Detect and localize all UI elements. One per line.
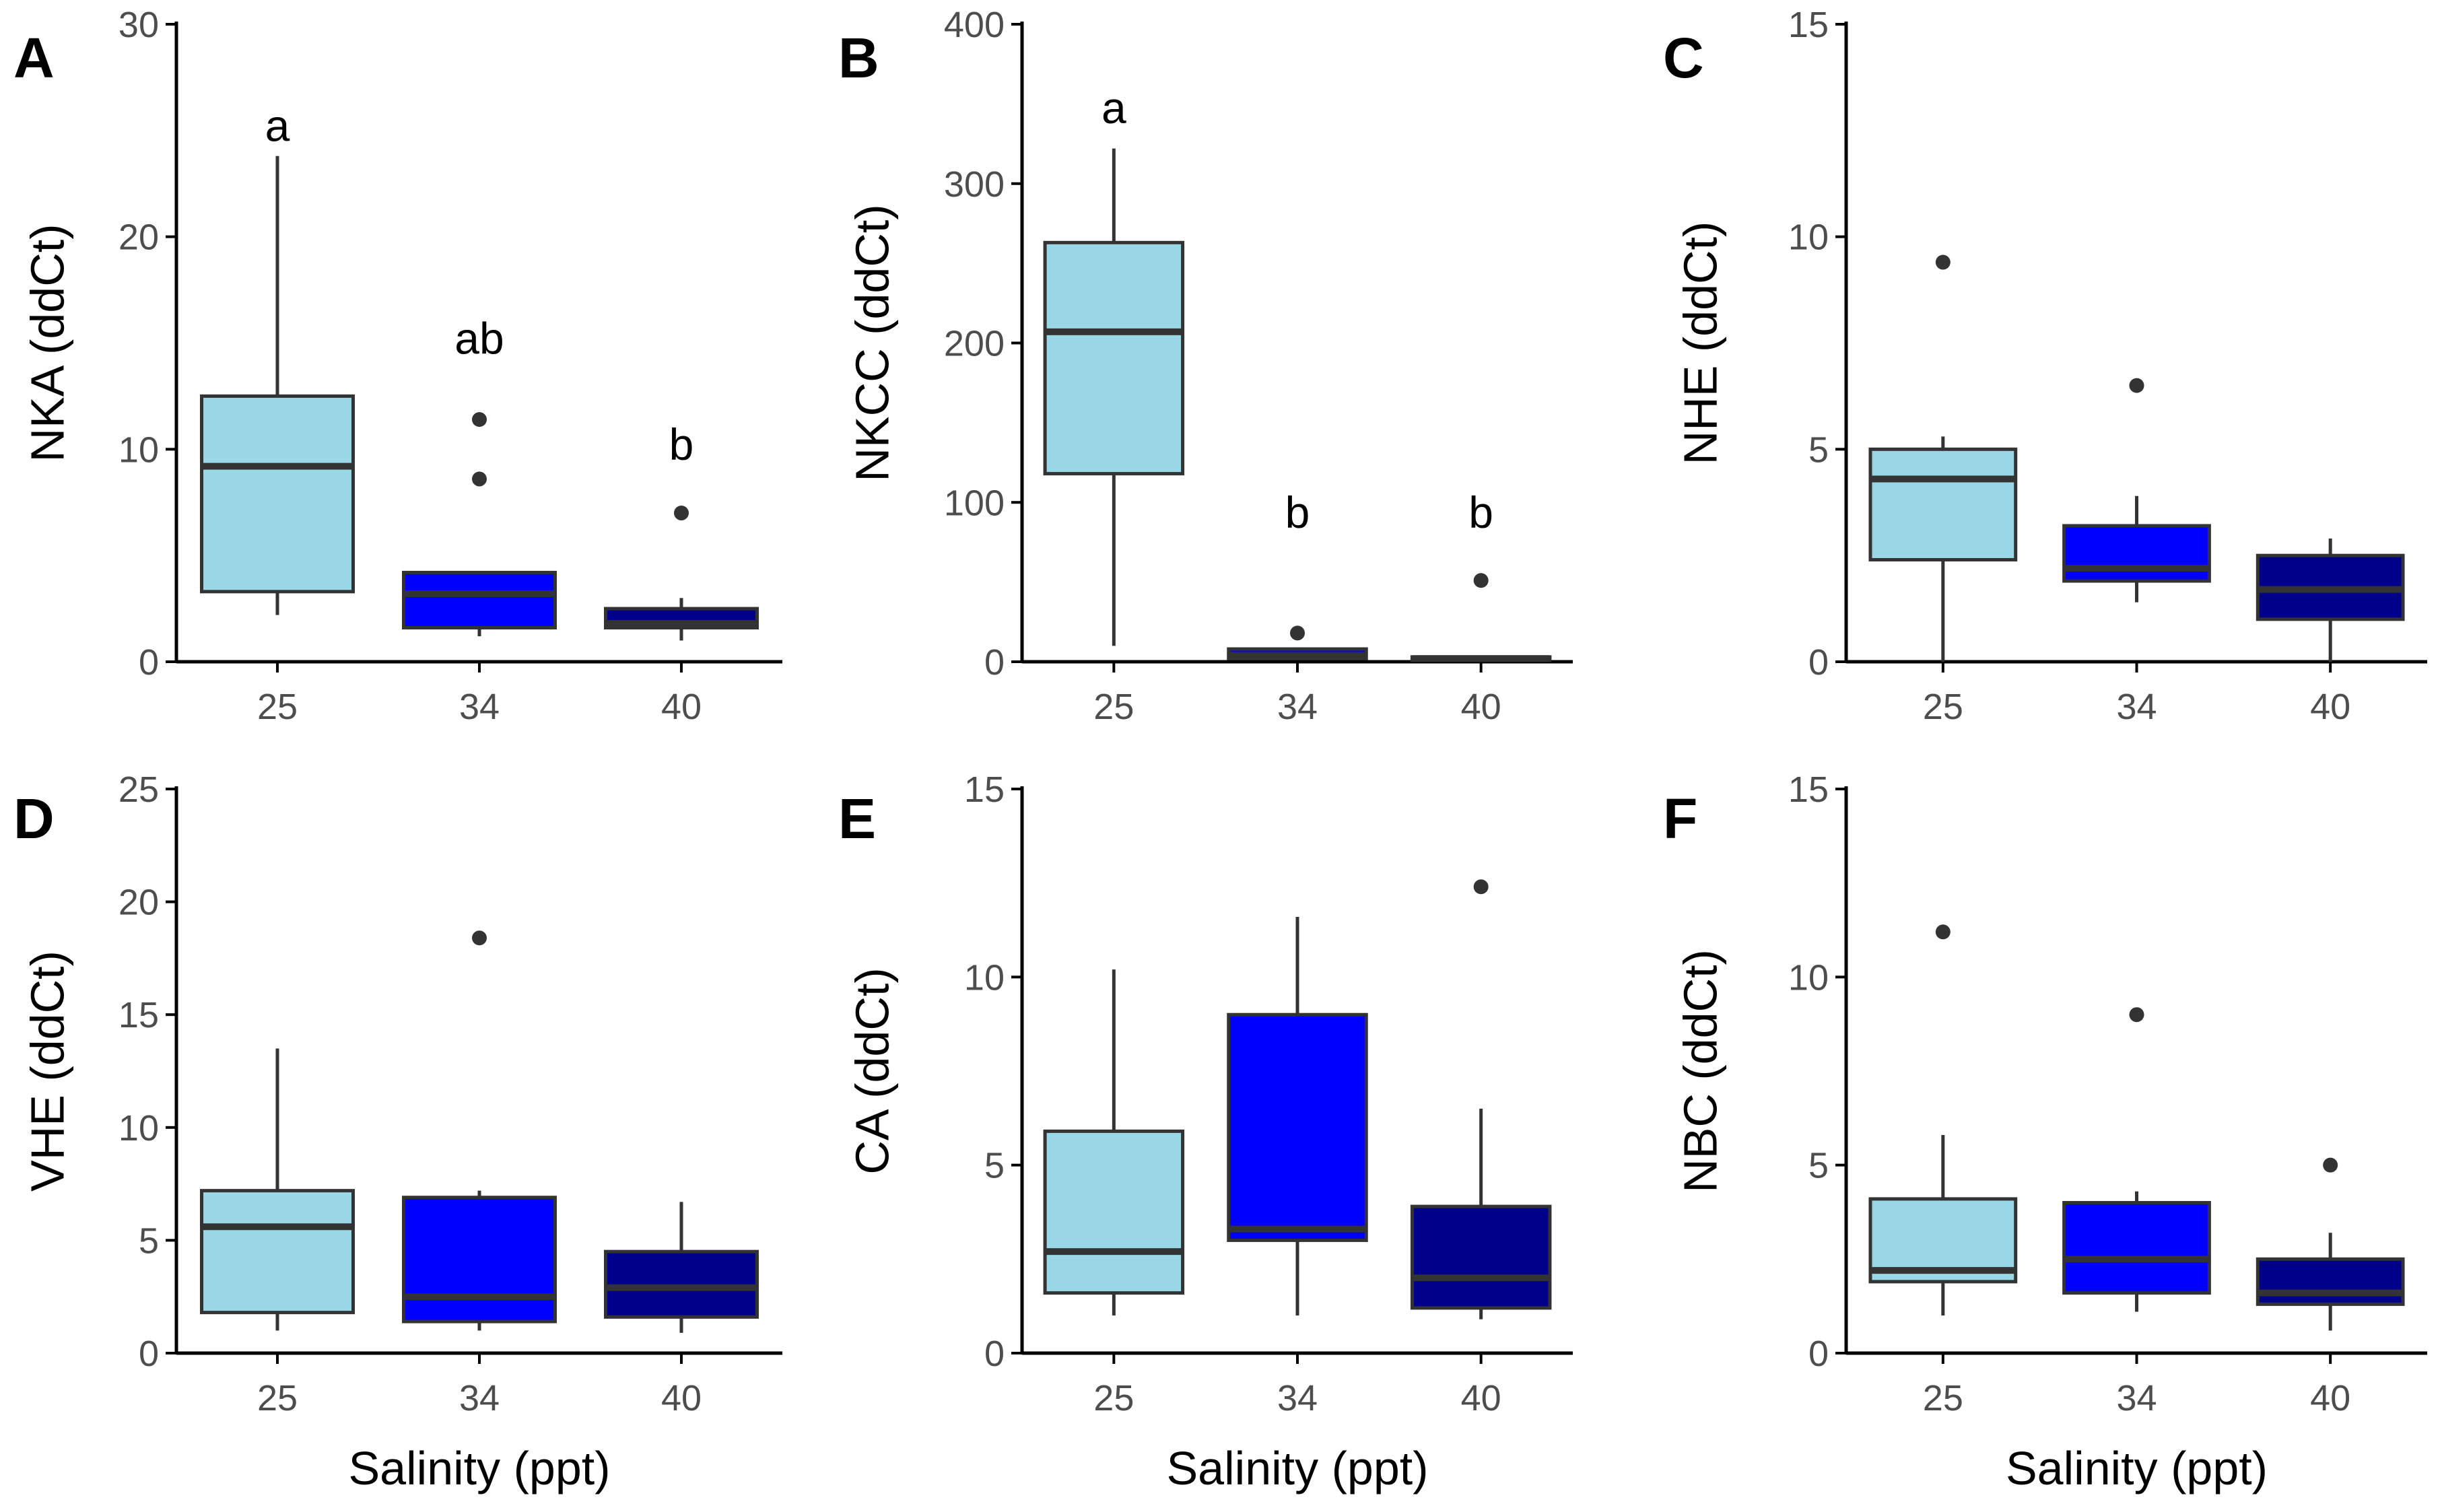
panel-b-outlier <box>1290 625 1305 641</box>
panel-b-significance-label: a <box>1102 83 1126 133</box>
panel-e-ytick-label: 10 <box>964 957 1005 998</box>
panel-c-ytick-label: 15 <box>1788 5 1829 45</box>
panel-a-letter: A <box>13 26 55 90</box>
panel-c-xtick-label: 34 <box>2116 687 2157 727</box>
panel-b-ytick-label: 0 <box>984 642 1005 683</box>
panel-f-ytick-label: 0 <box>1808 1334 1829 1374</box>
panel-c-ytick-label: 10 <box>1788 217 1829 258</box>
panel-a-ytick-label: 10 <box>118 429 159 470</box>
panel-a-outlier <box>472 471 487 487</box>
panel-d-y-axis-title: VHE (ddCt) <box>22 951 74 1192</box>
panel-a-outlier <box>472 412 487 427</box>
panel-e-x-axis-title: Salinity (ppt) <box>1166 1442 1428 1494</box>
panel-a-xtick-label: 40 <box>661 687 702 727</box>
panel-c-box <box>1868 447 2018 561</box>
panel-d-box <box>402 1196 557 1324</box>
panel-f-xtick-label: 40 <box>2310 1378 2350 1418</box>
panel-d-box <box>200 1189 355 1315</box>
panel-e-box <box>1043 1129 1185 1295</box>
panel-f-outlier <box>1935 924 1951 940</box>
panel-c-xtick-label: 40 <box>2310 687 2350 727</box>
panel-b-ytick-label: 200 <box>944 324 1005 364</box>
panel-f-letter: F <box>1663 787 1697 850</box>
panel-d-xtick-label: 25 <box>257 1378 298 1418</box>
panel-f-box <box>2256 1257 2405 1306</box>
panel-a-ytick-label: 20 <box>118 217 159 258</box>
panel-e-box <box>1227 1012 1368 1242</box>
panel-b-xtick-label: 25 <box>1093 687 1134 727</box>
panel-c-xtick-label: 25 <box>1923 687 1963 727</box>
panel-d-ytick-label: 15 <box>118 995 159 1035</box>
panel-c-ytick-label: 5 <box>1808 429 1829 470</box>
panel-d-ytick-label: 5 <box>139 1221 159 1261</box>
panel-b-ytick-label: 400 <box>944 5 1005 45</box>
panel-f-outlier <box>2129 1007 2144 1023</box>
panel-a-xtick-label: 34 <box>459 687 500 727</box>
panel-f-x-axis-title: Salinity (ppt) <box>2006 1442 2268 1494</box>
panel-d-ytick-label: 20 <box>118 883 159 923</box>
panel-e-y-axis-title: CA (ddCt) <box>846 967 899 1174</box>
panel-a-significance-label: ab <box>454 313 504 363</box>
panel-a-box <box>200 394 355 594</box>
panel-b-xtick-label: 34 <box>1277 687 1318 727</box>
panel-f-ytick-label: 10 <box>1788 957 1829 998</box>
panel-b-letter: B <box>838 26 879 90</box>
panel-b-xtick-label: 40 <box>1461 687 1501 727</box>
panel-c-box <box>2062 524 2211 583</box>
panel-d-xtick-label: 34 <box>459 1378 500 1418</box>
panel-a-ytick-label: 0 <box>139 642 159 683</box>
panel-f-y-axis-title: NBC (ddCt) <box>1674 949 1727 1193</box>
panel-c-letter: C <box>1663 26 1704 90</box>
panel-d-box <box>604 1249 759 1319</box>
panel-b-outlier <box>1473 573 1489 588</box>
panel-f-ytick-label: 5 <box>1808 1146 1829 1186</box>
panel-f-xtick-label: 25 <box>1923 1378 1963 1418</box>
panel-f-outlier <box>2323 1157 2338 1173</box>
panel-e-xtick-label: 34 <box>1277 1378 1318 1418</box>
panel-b-ytick-label: 100 <box>944 483 1005 523</box>
panel-d-ytick-label: 0 <box>139 1334 159 1374</box>
panel-e-letter: E <box>838 787 876 850</box>
panel-c-ytick-label: 0 <box>1808 642 1829 683</box>
panel-d-ytick-label: 25 <box>118 769 159 810</box>
panel-a-significance-label: a <box>265 101 290 151</box>
panel-f-ytick-label: 15 <box>1788 769 1829 810</box>
panel-a-xtick-label: 25 <box>257 687 298 727</box>
panel-a-y-axis-title: NKA (ddCt) <box>22 224 74 462</box>
panel-e-box <box>1410 1204 1552 1310</box>
panel-c-outlier <box>1935 254 1951 270</box>
panel-d-outlier <box>472 930 487 946</box>
panel-b-significance-label: b <box>1468 487 1493 537</box>
panel-b-significance-label: b <box>1285 487 1310 537</box>
panel-b-box <box>1043 240 1185 476</box>
panel-e-xtick-label: 25 <box>1093 1378 1134 1418</box>
panel-d-ytick-label: 10 <box>118 1108 159 1148</box>
panel-e-outlier <box>1473 879 1489 895</box>
panel-b-ytick-label: 300 <box>944 164 1005 205</box>
panel-c-y-axis-title: NHE (ddCt) <box>1674 221 1727 465</box>
panel-e-ytick-label: 0 <box>984 1334 1005 1374</box>
panel-a-ytick-label: 30 <box>118 5 159 45</box>
panel-e-ytick-label: 5 <box>984 1146 1005 1186</box>
panel-d-letter: D <box>13 787 55 850</box>
panel-c-outlier <box>2129 378 2144 393</box>
panel-a-outlier <box>674 506 689 521</box>
panel-a-box <box>402 570 557 629</box>
panel-a-significance-label: b <box>669 419 694 469</box>
panel-d-xtick-label: 40 <box>661 1378 702 1418</box>
panel-f-box <box>2062 1201 2211 1295</box>
panel-d-x-axis-title: Salinity (ppt) <box>348 1442 610 1494</box>
panel-e-xtick-label: 40 <box>1461 1378 1501 1418</box>
panel-e-ytick-label: 15 <box>964 769 1005 810</box>
panel-f-xtick-label: 34 <box>2116 1378 2157 1418</box>
panel-b-y-axis-title: NKCC (ddCt) <box>846 204 899 481</box>
